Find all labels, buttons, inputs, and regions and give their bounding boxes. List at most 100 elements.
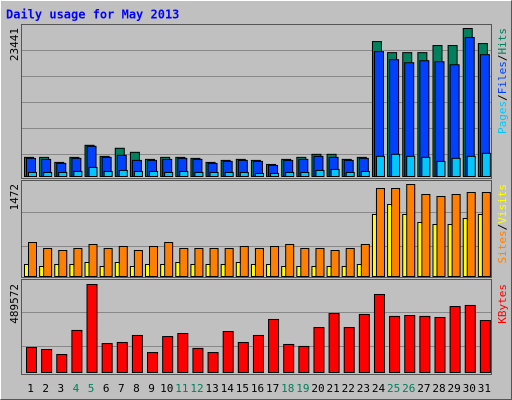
bar	[434, 316, 446, 374]
x-tick-label: 6	[103, 382, 110, 395]
x-tick-label: 23	[357, 382, 370, 395]
bar	[254, 172, 264, 177]
bar	[406, 155, 416, 178]
bar	[481, 192, 491, 277]
bar	[149, 170, 159, 177]
x-tick-label: 17	[266, 382, 279, 395]
x-tick-label: 5	[88, 382, 95, 395]
bar	[315, 248, 325, 277]
bar	[73, 170, 83, 177]
bar	[436, 160, 446, 178]
x-tick-label: 27	[417, 382, 430, 395]
bar	[224, 171, 234, 177]
x-tick-label: 15	[236, 382, 249, 395]
bar	[88, 244, 98, 277]
bar	[224, 248, 234, 277]
bar	[131, 334, 143, 374]
chart-title: Daily usage for May 2013	[6, 8, 179, 22]
bar	[164, 171, 174, 177]
bar	[209, 171, 219, 177]
bar	[147, 352, 159, 374]
bar	[421, 156, 431, 177]
y-tick-label: 23441	[8, 28, 21, 61]
bar	[283, 343, 295, 373]
bar	[421, 194, 431, 277]
bar	[270, 246, 280, 277]
x-tick-label: 19	[296, 382, 309, 395]
bar	[103, 170, 113, 177]
bar	[298, 345, 310, 374]
bar	[328, 313, 340, 374]
bar	[270, 172, 280, 177]
x-tick-label: 29	[448, 382, 461, 395]
x-tick-label: 20	[311, 382, 324, 395]
legend: Pages/Files/Hits	[496, 28, 509, 134]
x-tick-label: 22	[342, 382, 355, 395]
bar	[451, 194, 461, 277]
bar	[88, 166, 98, 177]
bar	[330, 168, 340, 178]
bar	[389, 315, 401, 374]
bar	[436, 196, 446, 277]
bar	[149, 246, 159, 277]
x-tick-label: 4	[73, 382, 80, 395]
bar	[252, 334, 264, 374]
bar	[71, 329, 83, 374]
bar	[41, 348, 53, 374]
legend-separator: /	[496, 55, 509, 62]
legend-separator: /	[496, 224, 509, 231]
x-tick-label: 12	[190, 382, 203, 395]
bar	[406, 184, 416, 277]
bar	[391, 188, 401, 277]
bar	[313, 327, 325, 373]
bar	[343, 327, 355, 373]
legend-entry: Visits	[496, 184, 509, 224]
bar	[315, 169, 325, 178]
bar	[58, 250, 68, 277]
bar	[43, 248, 53, 277]
x-tick-label: 18	[281, 382, 294, 395]
bar	[449, 306, 461, 373]
x-tick-label: 16	[251, 382, 264, 395]
x-tick-label: 26	[402, 382, 415, 395]
bar	[162, 336, 174, 373]
bar	[179, 248, 189, 277]
bar	[118, 169, 128, 178]
bar	[375, 188, 385, 277]
bar	[207, 352, 219, 374]
x-tick-label: 25	[387, 382, 400, 395]
legend-entry: Hits	[496, 28, 509, 55]
bar	[360, 244, 370, 277]
bar	[192, 347, 204, 374]
y-tick-label: 489572	[8, 284, 21, 324]
bar	[86, 284, 98, 373]
bar	[239, 246, 249, 277]
bar	[103, 248, 113, 277]
bar	[177, 332, 189, 374]
bar	[285, 244, 295, 277]
bar	[404, 315, 416, 374]
legend-separator: /	[496, 94, 509, 101]
bar	[28, 242, 37, 277]
bar	[73, 248, 83, 277]
x-tick-label: 24	[372, 382, 386, 395]
bar	[466, 155, 476, 178]
x-tick-label: 2	[42, 382, 49, 395]
bar	[237, 341, 249, 373]
bar	[481, 152, 491, 177]
bar	[28, 171, 37, 177]
x-tick-label: 7	[118, 382, 125, 395]
bar	[222, 331, 234, 374]
bar	[268, 318, 280, 373]
bar	[26, 347, 37, 374]
x-tick-label: 28	[432, 382, 445, 395]
x-tick-label: 8	[133, 382, 140, 395]
bar	[360, 170, 370, 177]
bar	[358, 313, 370, 374]
bar	[58, 171, 68, 177]
x-tick-label: 13	[205, 382, 218, 395]
bar	[239, 171, 249, 177]
bar	[101, 343, 113, 373]
legend-entry: Sites	[496, 230, 509, 263]
x-tick-label: 9	[148, 382, 155, 395]
